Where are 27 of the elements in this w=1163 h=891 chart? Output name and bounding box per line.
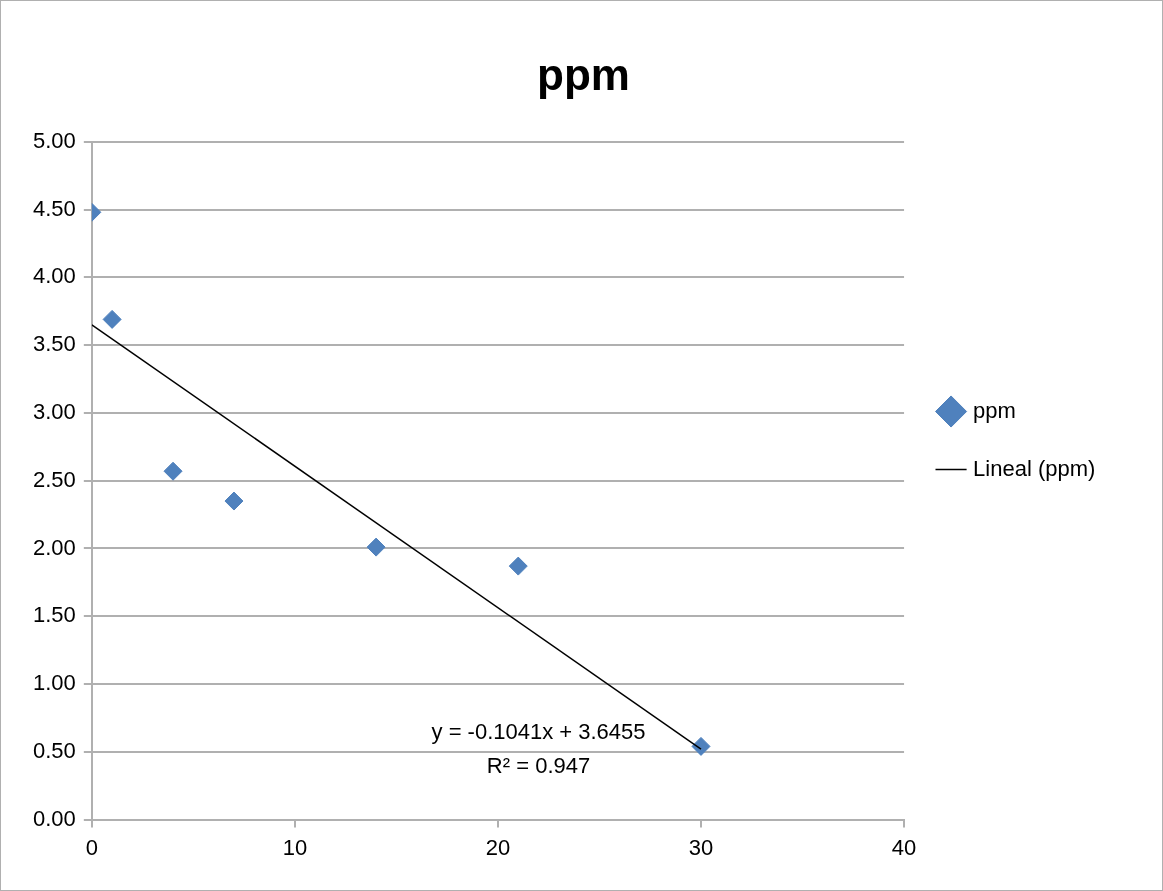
y-tick-label: 4.00	[32, 263, 76, 289]
y-tick-label: 2.00	[32, 534, 76, 560]
legend-label: ppm	[973, 397, 1053, 423]
y-tick-label: 5.00	[32, 127, 76, 153]
y-tick-label: 1.50	[32, 602, 76, 628]
x-tick-label: 40	[891, 834, 917, 860]
y-tick-label: 0.00	[32, 805, 76, 831]
x-tick-label: 10	[282, 834, 308, 860]
point	[508, 556, 528, 576]
point	[102, 309, 122, 329]
x-tick-label: 0	[85, 834, 98, 860]
point	[163, 461, 183, 481]
y-tick-label: 3.50	[32, 331, 76, 357]
y-tick-label: 3.00	[32, 398, 76, 424]
point	[691, 736, 711, 756]
x-tick-label: 20	[485, 834, 511, 860]
annotation: R² = 0.947	[486, 752, 591, 778]
x-tick-label: 30	[688, 834, 714, 860]
y-tick-label: 2.50	[32, 466, 76, 492]
legend-label: Lineal (ppm)	[973, 455, 1132, 481]
point	[366, 537, 386, 557]
point	[224, 491, 244, 511]
y-tick-label: 1.00	[32, 670, 76, 696]
y-tick-label: 0.50	[32, 737, 76, 763]
chart-title: ppm	[537, 49, 630, 99]
y-tick-label: 4.50	[32, 195, 76, 221]
annotation: y = -0.1041x + 3.6455	[431, 718, 646, 744]
